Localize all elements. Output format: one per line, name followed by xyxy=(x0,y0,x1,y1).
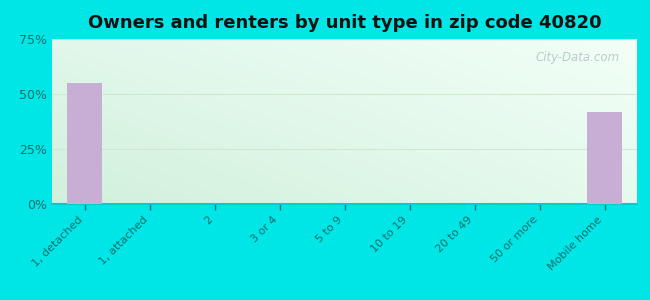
Bar xyxy=(66,83,103,204)
Bar xyxy=(586,112,623,204)
Text: City-Data.com: City-Data.com xyxy=(536,50,619,64)
Title: Owners and renters by unit type in zip code 40820: Owners and renters by unit type in zip c… xyxy=(88,14,601,32)
